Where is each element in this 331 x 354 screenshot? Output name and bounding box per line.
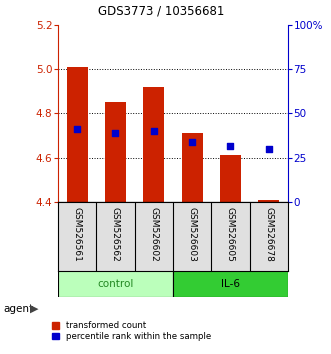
- Point: [151, 128, 157, 134]
- Text: GSM526602: GSM526602: [149, 207, 158, 262]
- Text: agent: agent: [3, 304, 33, 314]
- Text: GSM526561: GSM526561: [72, 207, 82, 262]
- Bar: [258, 200, 279, 202]
- Text: GDS3773 / 10356681: GDS3773 / 10356681: [98, 5, 225, 17]
- Bar: [182, 133, 203, 202]
- Point: [228, 144, 233, 149]
- Legend: transformed count, percentile rank within the sample: transformed count, percentile rank withi…: [52, 321, 211, 341]
- Bar: [220, 155, 241, 202]
- Text: ▶: ▶: [30, 304, 38, 314]
- Text: GSM526678: GSM526678: [264, 207, 273, 262]
- Point: [74, 126, 80, 132]
- Point: [266, 146, 271, 152]
- Bar: [105, 102, 126, 202]
- Bar: [58, 271, 173, 297]
- Text: GSM526605: GSM526605: [226, 207, 235, 262]
- Point: [189, 139, 195, 145]
- Text: GSM526562: GSM526562: [111, 207, 120, 262]
- Point: [113, 130, 118, 136]
- Text: control: control: [97, 279, 134, 289]
- Text: IL-6: IL-6: [221, 279, 240, 289]
- Text: GSM526603: GSM526603: [188, 207, 197, 262]
- Bar: [173, 271, 288, 297]
- Bar: [67, 67, 88, 202]
- Bar: [143, 87, 164, 202]
